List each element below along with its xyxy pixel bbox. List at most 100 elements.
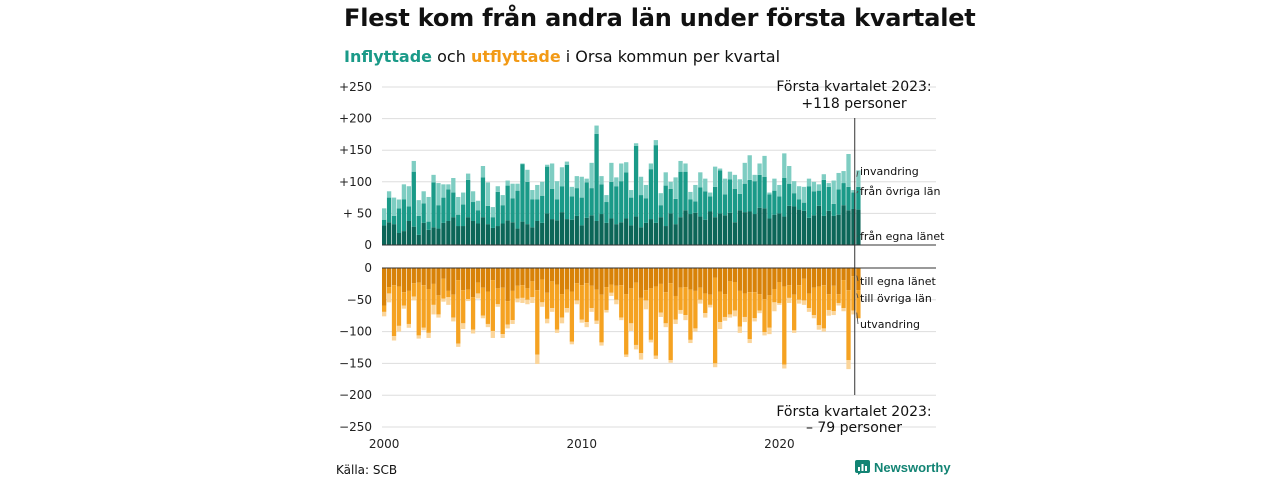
- bar-segment-in: [569, 196, 575, 220]
- bar-segment-in: [717, 168, 723, 171]
- bar-segment-out: [658, 283, 663, 313]
- annotation-bottom-line1: Första kvartalet 2023:: [776, 404, 931, 420]
- bar-segment-in: [638, 195, 644, 228]
- bar-segment-out: [708, 304, 713, 308]
- bar-segment-in: [757, 207, 762, 245]
- bar-segment-in: [658, 205, 663, 218]
- bar-segment-in: [831, 180, 836, 204]
- bar-segment-in: [465, 179, 471, 218]
- bar-segment-in: [505, 180, 510, 186]
- bar-segment-out: [535, 290, 540, 355]
- bar-segment-out: [658, 312, 663, 317]
- bar-segment-out: [732, 281, 738, 311]
- bar-segment-out: [426, 268, 431, 289]
- bar-segment-in: [535, 199, 540, 221]
- bar-segment-out: [638, 297, 644, 354]
- bar-segment-in: [525, 181, 530, 225]
- bar-segment-in: [663, 172, 668, 186]
- bar-segment-in: [757, 174, 762, 208]
- chart-title: Flest kom från andra län under första kv…: [344, 4, 976, 32]
- y-tick-label-bottom: −50: [347, 293, 372, 307]
- bar-segment-out: [599, 342, 604, 346]
- bar-segment-in: [811, 191, 817, 216]
- bar-segment-in: [574, 176, 579, 189]
- bar-segment-in: [698, 187, 703, 217]
- bar-segment-in: [712, 166, 718, 187]
- bar-segment-in: [624, 218, 629, 245]
- bar-segment-out: [811, 315, 817, 319]
- bar-segment-out: [762, 299, 767, 333]
- label-leader-top: [856, 170, 859, 177]
- bar-segment-out: [461, 323, 466, 330]
- bar-segment-in: [747, 155, 752, 180]
- bar-segment-out: [535, 354, 540, 365]
- bar-segment-out: [683, 268, 688, 288]
- bar-segment-out: [386, 287, 392, 294]
- bar-segment-out: [831, 285, 836, 312]
- bar-segment-in: [505, 220, 510, 245]
- bar-segment-out: [727, 281, 733, 315]
- bar-segment-in: [416, 200, 421, 216]
- bar-segment-in: [500, 195, 505, 206]
- bar-segment-in: [386, 197, 392, 223]
- bar-segment-in: [712, 217, 718, 245]
- bar-segment-in: [851, 192, 856, 209]
- bar-segment-in: [742, 183, 747, 213]
- bar-segment-in: [787, 166, 792, 184]
- bar-segment-out: [638, 353, 644, 360]
- bar-segment-out: [382, 305, 387, 312]
- bar-segment-in: [599, 184, 604, 215]
- bar-segment-out: [589, 308, 594, 312]
- bar-segment-out: [470, 329, 476, 334]
- bar-segment-out: [549, 268, 555, 282]
- bar-segment-out: [767, 268, 772, 296]
- bar-segment-in: [599, 214, 604, 245]
- segment-label-bottom: till övriga län: [860, 292, 932, 305]
- bar-segment-in: [584, 217, 589, 245]
- bar-segment-in: [796, 209, 802, 245]
- bar-segment-in: [722, 178, 728, 195]
- bar-segment-out: [525, 288, 530, 300]
- bar-segment-in: [431, 182, 436, 228]
- bar-segment-out: [826, 294, 831, 310]
- bar-segment-out: [465, 289, 471, 300]
- bar-segment-out: [446, 268, 451, 291]
- bar-segment-in: [391, 224, 397, 245]
- bar-segment-out: [441, 268, 446, 279]
- y-tick-label-bottom: −100: [339, 325, 372, 339]
- bar-segment-in: [525, 169, 530, 182]
- bar-segment-in: [510, 198, 515, 223]
- bar-segment-in: [624, 172, 629, 219]
- bar-segment-out: [796, 299, 802, 304]
- bar-segment-in: [846, 210, 851, 245]
- segment-label-top: från egna länet: [860, 230, 945, 243]
- bar-segment-in: [569, 219, 575, 245]
- bar-segment-out: [416, 282, 421, 336]
- bar-segment-in: [391, 197, 397, 216]
- bar-segment-in: [629, 190, 634, 198]
- bar-segment-out: [594, 268, 599, 290]
- bar-segment-in: [609, 181, 614, 219]
- bar-segment-in: [727, 212, 733, 245]
- bar-segment-in: [856, 209, 861, 245]
- bar-segment-in: [633, 143, 639, 146]
- bar-segment-out: [485, 291, 491, 324]
- bar-segment-out: [540, 268, 545, 280]
- y-tick-label-top: + 50: [343, 206, 372, 220]
- bar-segment-out: [777, 281, 782, 303]
- bar-segment-in: [826, 186, 831, 211]
- bar-segment-in: [693, 184, 698, 202]
- bar-segment-out: [525, 299, 530, 305]
- bar-segment-in: [782, 153, 787, 179]
- bar-segment-in: [396, 199, 402, 209]
- bar-segment-out: [811, 268, 817, 288]
- bar-segment-in: [821, 179, 826, 216]
- bar-segment-out: [569, 341, 575, 345]
- bar-segment-out: [426, 288, 431, 333]
- bar-segment-out: [831, 268, 836, 286]
- bar-segment-out: [703, 313, 708, 318]
- segment-label-top: invandring: [860, 165, 919, 178]
- bar-segment-out: [490, 268, 495, 281]
- bar-segment-out: [732, 268, 738, 282]
- bar-segment-out: [752, 292, 757, 319]
